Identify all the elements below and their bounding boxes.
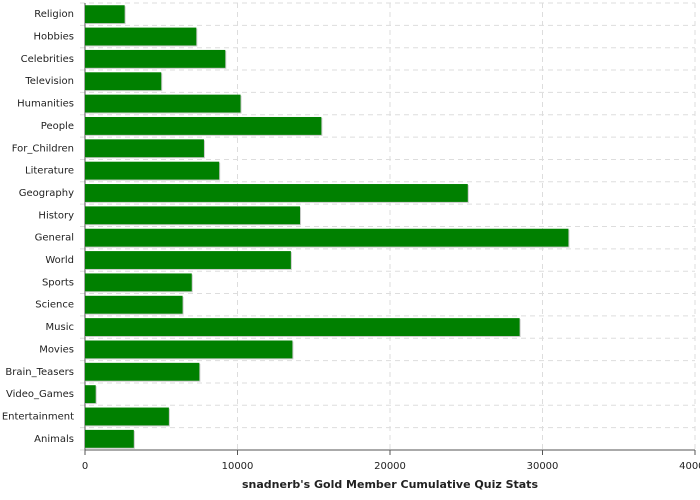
x-tick-label: 40000 [679, 461, 700, 472]
y-tick-label: People [41, 121, 74, 132]
y-tick-label: Video_Games [6, 389, 74, 400]
y-tick-label: Humanities [17, 99, 74, 110]
y-tick-label: Literature [25, 166, 74, 177]
x-tick-label: 0 [82, 461, 88, 472]
y-tick-label: Brain_Teasers [5, 367, 74, 378]
bar [85, 273, 192, 292]
bar [85, 228, 569, 247]
x-tick-label: 30000 [527, 461, 559, 472]
bar [85, 385, 96, 404]
bar [85, 184, 468, 202]
y-tick-label: Celebrities [21, 54, 74, 65]
y-tick-label: Movies [39, 344, 74, 355]
bar [85, 5, 125, 24]
y-tick-label: Television [24, 76, 74, 87]
bar [85, 340, 293, 359]
x-tick-label: 10000 [222, 461, 254, 472]
y-tick-label: World [45, 255, 74, 266]
chart-title: snadnerb's Gold Member Cumulative Quiz S… [242, 478, 538, 491]
bar [85, 139, 204, 158]
bar [85, 94, 241, 113]
bar [85, 27, 197, 46]
y-tick-label: Hobbies [34, 32, 74, 43]
bar [85, 362, 200, 381]
bar [85, 49, 226, 68]
bar [85, 318, 520, 337]
bar [85, 206, 301, 225]
bar [85, 429, 134, 448]
x-tick-label: 20000 [374, 461, 406, 472]
bar [85, 407, 169, 426]
y-tick-label: History [38, 210, 74, 221]
bar [85, 295, 183, 314]
y-tick-label: Music [46, 322, 74, 333]
y-tick-label: Entertainment [2, 411, 74, 422]
y-tick-label: Religion [34, 9, 74, 20]
y-tick-label: For_Children [12, 143, 74, 154]
bar [85, 116, 322, 135]
y-tick-label: Animals [34, 434, 74, 445]
bar [85, 72, 162, 91]
y-tick-label: Geography [19, 188, 74, 199]
y-tick-label: Sports [42, 277, 74, 288]
bar [85, 161, 220, 180]
y-tick-label: General [35, 233, 74, 244]
bar [85, 251, 291, 269]
y-tick-label: Science [35, 300, 74, 311]
